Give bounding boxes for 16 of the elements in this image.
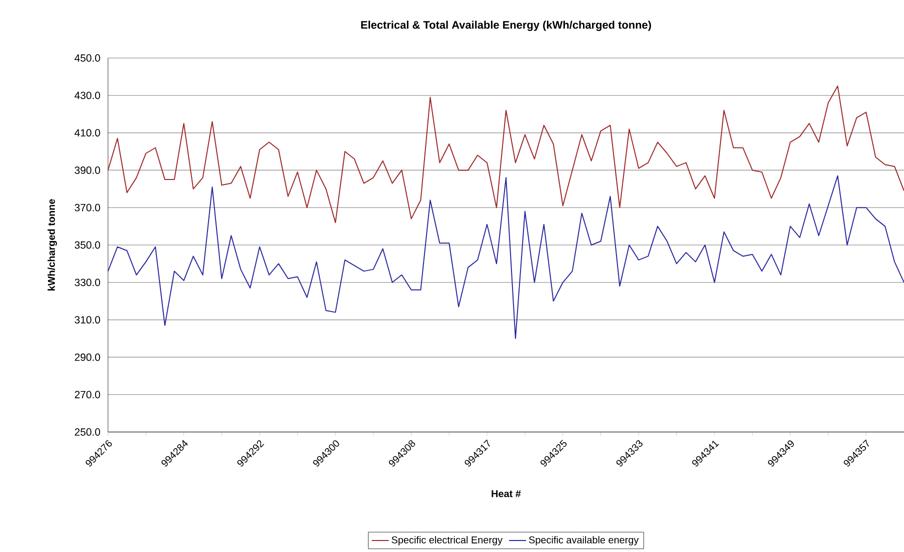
legend-label: Specific available energy <box>528 536 639 546</box>
y-tick-label: 330.0 <box>74 278 100 286</box>
y-tick-label: 250.0 <box>74 428 100 436</box>
y-tick-label: 270.0 <box>74 390 100 398</box>
y-tick-label: 430.0 <box>74 92 100 100</box>
y-tick-label: 370.0 <box>74 204 100 212</box>
y-tick-label: 290.0 <box>74 354 100 361</box>
y-tick-label: 390.0 <box>74 166 100 174</box>
legend-label: Specific electrical Energy <box>392 536 503 546</box>
y-tick-label: 310.0 <box>74 316 100 324</box>
y-axis-title: kWh/charged tonne <box>48 199 57 291</box>
y-tick-label: 450.0 <box>74 54 100 62</box>
y-tick-label: 410.0 <box>74 129 100 137</box>
x-axis-title: Heat # <box>492 490 521 498</box>
y-tick-label: 350.0 <box>74 241 100 249</box>
chart-title: Electrical & Total Available Energy (kWh/charged tonne) <box>361 20 651 31</box>
